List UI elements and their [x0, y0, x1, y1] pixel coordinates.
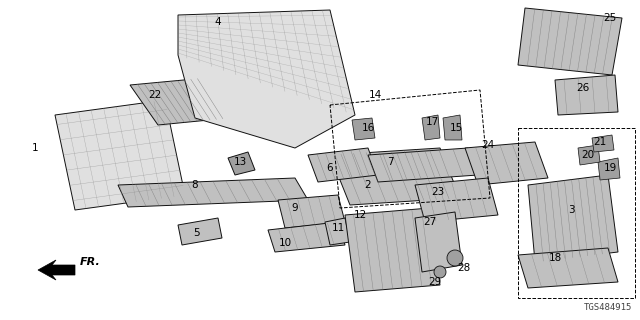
Text: 8: 8	[192, 180, 198, 190]
Polygon shape	[422, 115, 440, 140]
Polygon shape	[415, 178, 498, 222]
Text: 20: 20	[581, 150, 595, 160]
Polygon shape	[118, 178, 308, 207]
Text: 24: 24	[481, 140, 495, 150]
Polygon shape	[352, 118, 375, 140]
Polygon shape	[268, 222, 345, 252]
Polygon shape	[443, 115, 462, 140]
Polygon shape	[278, 195, 345, 228]
Polygon shape	[55, 100, 185, 210]
Polygon shape	[598, 158, 620, 180]
Circle shape	[434, 266, 446, 278]
Text: 26: 26	[577, 83, 589, 93]
Text: 11: 11	[332, 223, 344, 233]
Polygon shape	[38, 260, 75, 280]
Text: FR.: FR.	[80, 257, 100, 267]
Text: 4: 4	[214, 17, 221, 27]
Circle shape	[447, 250, 463, 266]
Text: 3: 3	[568, 205, 574, 215]
Text: 2: 2	[365, 180, 371, 190]
Text: 29: 29	[428, 277, 442, 287]
Text: 5: 5	[193, 228, 199, 238]
Polygon shape	[415, 212, 462, 272]
Text: 18: 18	[548, 253, 562, 263]
Polygon shape	[592, 135, 614, 152]
Text: 28: 28	[458, 263, 470, 273]
Polygon shape	[130, 78, 230, 125]
Text: 13: 13	[234, 157, 246, 167]
Text: 19: 19	[604, 163, 616, 173]
Polygon shape	[578, 145, 600, 165]
Polygon shape	[518, 8, 622, 75]
Text: 23: 23	[431, 187, 445, 197]
Text: TGS484915: TGS484915	[584, 303, 632, 312]
Polygon shape	[325, 218, 350, 245]
Text: 22: 22	[148, 90, 162, 100]
Polygon shape	[555, 75, 618, 115]
Polygon shape	[518, 248, 618, 288]
Polygon shape	[345, 208, 440, 292]
Text: 10: 10	[278, 238, 292, 248]
Polygon shape	[465, 142, 548, 185]
Text: 1: 1	[32, 143, 38, 153]
Polygon shape	[528, 175, 618, 262]
Text: 7: 7	[387, 157, 394, 167]
Text: 25: 25	[604, 13, 616, 23]
Text: 12: 12	[353, 210, 367, 220]
Text: 14: 14	[369, 90, 381, 100]
Polygon shape	[308, 148, 378, 182]
Text: 9: 9	[292, 203, 298, 213]
Polygon shape	[228, 152, 255, 175]
Polygon shape	[368, 148, 478, 182]
Polygon shape	[178, 10, 355, 148]
Text: 6: 6	[326, 163, 333, 173]
Text: 15: 15	[449, 123, 463, 133]
Polygon shape	[178, 218, 222, 245]
Polygon shape	[330, 148, 460, 205]
Text: 16: 16	[362, 123, 374, 133]
Text: 17: 17	[426, 117, 438, 127]
Text: 27: 27	[424, 217, 436, 227]
Text: 21: 21	[593, 137, 607, 147]
